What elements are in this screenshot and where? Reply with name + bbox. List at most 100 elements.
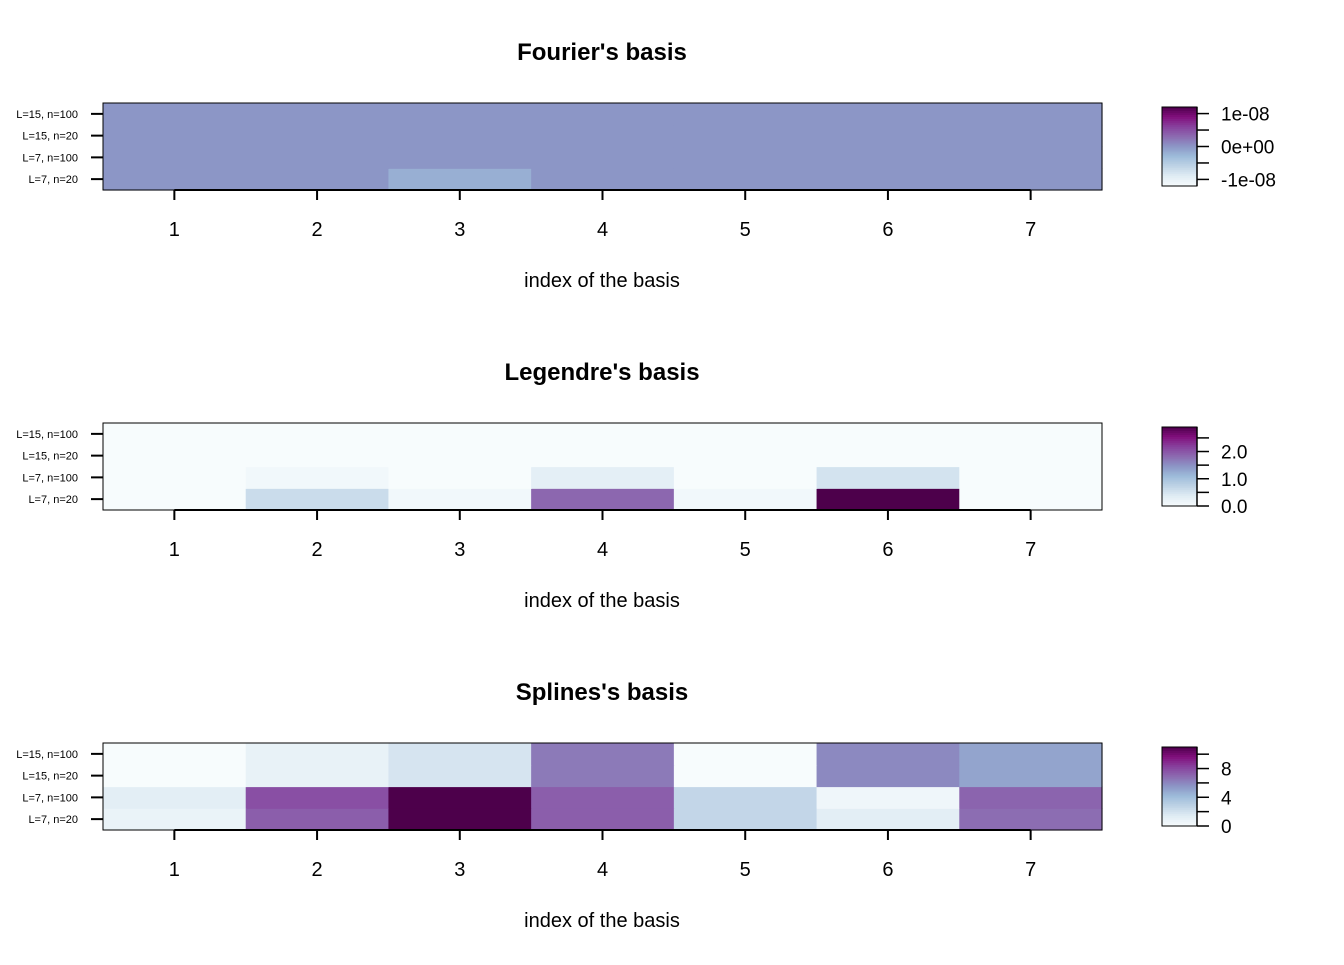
legend-swatch <box>1162 478 1197 481</box>
legend-swatch <box>1162 820 1197 823</box>
x-tick-label: 4 <box>597 219 608 241</box>
heatmap-cell <box>531 743 675 766</box>
legend-swatch <box>1162 494 1197 497</box>
legend-swatch <box>1162 114 1197 118</box>
heatmap-cell <box>103 488 247 511</box>
legend-swatch <box>1162 468 1197 471</box>
legend-swatch <box>1162 146 1197 149</box>
y-tick-label: L=7, n=20 <box>28 174 78 186</box>
legend-swatch <box>1162 440 1197 444</box>
heatmap-cell <box>388 466 532 489</box>
heatmap-cell <box>388 808 532 831</box>
legend-swatch <box>1162 756 1197 760</box>
legend-swatch <box>1162 430 1197 434</box>
legend-swatch <box>1162 778 1197 782</box>
legend-tick-label: 1.0 <box>1221 470 1247 491</box>
heatmap-cell <box>245 103 390 126</box>
x-tick-label: 7 <box>1025 219 1036 241</box>
heatmap-cell <box>959 808 1103 831</box>
legend-swatch <box>1162 452 1197 456</box>
legend-swatch <box>1162 482 1197 485</box>
heatmap-cell <box>959 764 1103 788</box>
legend-swatch <box>1162 470 1197 473</box>
legend-tick-label: 0e+00 <box>1221 138 1274 159</box>
heatmap-cell <box>103 466 247 489</box>
heatmap-cell <box>959 466 1103 489</box>
heatmap-cell <box>388 168 532 191</box>
heatmap-cell <box>245 808 390 831</box>
y-tick-label: L=15, n=20 <box>22 771 78 783</box>
legend-swatch <box>1162 476 1197 479</box>
y-tick-label: L=15, n=100 <box>16 749 78 761</box>
x-tick-label: 2 <box>312 539 323 561</box>
legend-swatch <box>1162 454 1197 458</box>
x-tick-label: 7 <box>1025 859 1036 881</box>
x-tick-label: 4 <box>597 859 608 881</box>
heatmap-cell <box>531 488 675 511</box>
legend-swatch <box>1162 166 1197 169</box>
legend-swatch <box>1162 448 1197 452</box>
legend-swatch <box>1162 806 1197 809</box>
heatmap-cell <box>103 146 247 169</box>
legend-swatch <box>1162 747 1197 750</box>
legend-swatch <box>1162 432 1197 436</box>
legend-swatch <box>1162 750 1197 754</box>
y-tick-label: L=7, n=20 <box>28 494 78 506</box>
heatmap-cell <box>245 786 390 809</box>
heatmap-cell <box>816 743 960 766</box>
heatmap-cell <box>388 764 532 788</box>
heatmap-cell <box>959 743 1103 766</box>
legend-swatch <box>1162 498 1197 501</box>
heatmap-cell <box>103 423 247 446</box>
panel-title: Splines's basis <box>516 679 688 706</box>
legend-swatch <box>1162 496 1197 499</box>
legend-swatch <box>1162 794 1197 797</box>
heatmap-cell <box>816 168 960 191</box>
heatmap-cell <box>531 423 675 446</box>
x-tick-label: 2 <box>312 859 323 881</box>
legend-swatch <box>1162 780 1197 784</box>
y-tick-label: L=15, n=100 <box>16 429 78 441</box>
heatmap-cell <box>531 124 675 148</box>
heatmap-cell <box>673 764 818 788</box>
legend-swatch <box>1162 822 1197 825</box>
x-tick-label: 2 <box>312 219 323 241</box>
heatmap-cell <box>959 124 1103 148</box>
heatmap-cell <box>388 146 532 169</box>
legend-swatch <box>1162 766 1197 770</box>
legend-swatch <box>1162 182 1197 185</box>
legend-swatch <box>1162 174 1197 177</box>
y-tick-label: L=7, n=100 <box>22 472 78 484</box>
heatmap-cell <box>959 146 1103 169</box>
legend-swatch <box>1162 152 1197 155</box>
heatmap-cell <box>673 103 818 126</box>
legend-swatch <box>1162 818 1197 821</box>
heatmap-cell <box>103 743 247 766</box>
heatmap-cell <box>673 444 818 468</box>
heatmap-cell <box>673 808 818 831</box>
panel-title: Fourier's basis <box>517 39 687 66</box>
legend-tick-label: 1e-08 <box>1221 105 1270 126</box>
heatmap-cell <box>531 786 675 809</box>
heatmap-cell <box>388 124 532 148</box>
x-tick-label: 5 <box>740 859 751 881</box>
y-tick-label: L=15, n=20 <box>22 131 78 143</box>
heatmap-cell <box>673 743 818 766</box>
legend-swatch <box>1162 776 1197 780</box>
legend-swatch <box>1162 434 1197 438</box>
legend-swatch <box>1162 120 1197 124</box>
legend-swatch <box>1162 812 1197 815</box>
heatmap-cell <box>673 786 818 809</box>
legend-tick-label: -1e-08 <box>1221 170 1276 191</box>
legend-swatch <box>1162 118 1197 122</box>
panel-1: Fourier's basis 1 2 3 4 5 6 7 index of the basis… <box>16 39 1276 292</box>
legend-swatch <box>1162 804 1197 807</box>
legend-swatch <box>1162 460 1197 464</box>
legend-swatch <box>1162 126 1197 130</box>
x-tick-label: 6 <box>882 219 893 241</box>
legend-swatch <box>1162 136 1197 140</box>
heatmap-cell <box>816 444 960 468</box>
legend-tick-label: 0 <box>1221 817 1232 838</box>
heatmap-cell <box>816 808 960 831</box>
